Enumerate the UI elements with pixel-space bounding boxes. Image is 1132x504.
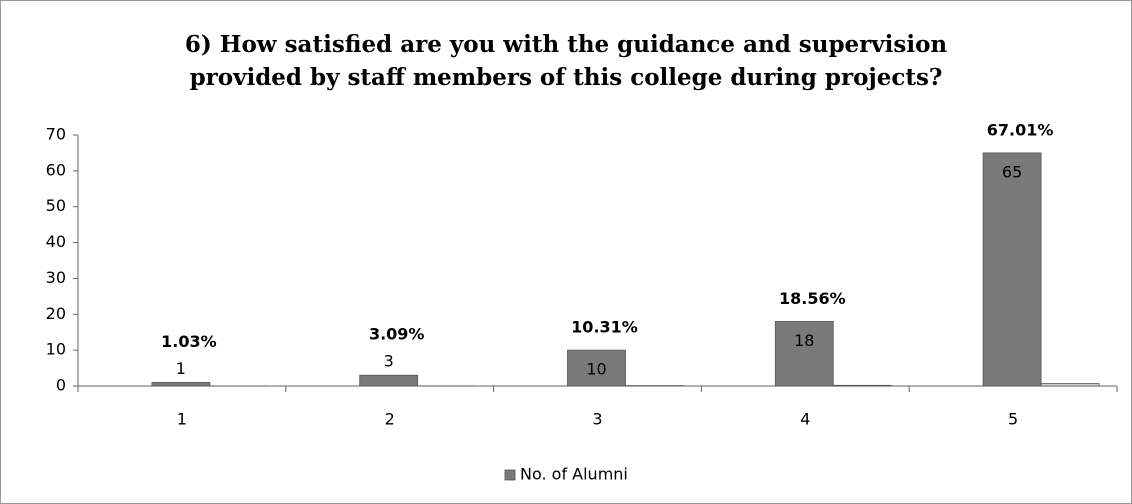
- data-label: 18: [794, 331, 814, 350]
- y-tick-label: 10: [46, 340, 66, 359]
- x-tick-label: 2: [385, 410, 395, 429]
- bar: [832, 384, 892, 387]
- x-tick-label: 4: [800, 410, 810, 429]
- x-tick-label: 1: [177, 410, 187, 429]
- chart-title: 6) How satisfied are you with the guidan…: [185, 31, 948, 58]
- y-tick-label: 0: [56, 376, 66, 395]
- y-tick-label: 50: [46, 196, 66, 215]
- data-label: 10: [586, 360, 606, 379]
- y-tick-label: 40: [46, 232, 66, 251]
- percent-label: 10.31%: [571, 318, 638, 337]
- legend-swatch: [504, 469, 516, 481]
- bar: [151, 382, 211, 387]
- bar: [774, 321, 834, 387]
- data-label: 1: [176, 359, 186, 378]
- percent-label: 3.09%: [369, 325, 425, 344]
- y-tick-label: 60: [46, 160, 66, 179]
- x-tick-label: 5: [1008, 410, 1018, 429]
- y-tick-label: 70: [46, 125, 66, 144]
- legend-label: No. of Alumni: [520, 465, 628, 484]
- y-tick-label: 20: [46, 304, 66, 323]
- percent-label: 67.01%: [987, 120, 1054, 139]
- y-tick-label: 30: [46, 268, 66, 287]
- bar: [982, 152, 1042, 387]
- bar: [567, 349, 626, 387]
- x-tick-label: 3: [592, 410, 602, 429]
- percent-label: 1.03%: [161, 332, 217, 351]
- data-label: 3: [384, 352, 394, 371]
- data-label: 65: [1002, 162, 1022, 181]
- bar: [359, 374, 419, 387]
- percent-label: 18.56%: [779, 289, 846, 308]
- bar: [1040, 383, 1100, 387]
- chart-title: provided by staff members of this colleg…: [190, 64, 943, 91]
